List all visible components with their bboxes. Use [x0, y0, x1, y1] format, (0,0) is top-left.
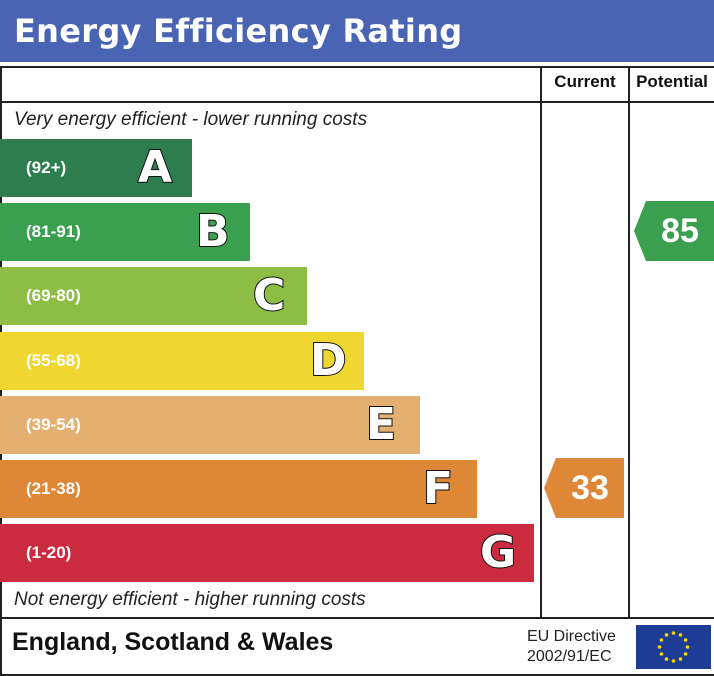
star-icon	[671, 659, 676, 663]
star-icon	[683, 638, 688, 642]
band-range-label: (81-91)	[26, 222, 81, 241]
directive-line-1: EU Directive	[527, 628, 616, 645]
current-rating: 33	[544, 458, 624, 518]
band-letter: G	[479, 526, 517, 579]
band-letter: C	[252, 269, 286, 322]
potential-rating: 85	[634, 201, 714, 261]
header-row-divider	[0, 101, 714, 103]
band-letter: D	[309, 334, 348, 387]
star-icon	[678, 657, 683, 661]
star-icon	[657, 645, 662, 649]
band-letter: F	[422, 462, 454, 515]
caption-top: Very energy efficient - lower running co…	[14, 109, 368, 130]
star-icon	[659, 652, 664, 656]
band-c: (69-80) C	[0, 267, 307, 325]
band-letter: A	[137, 141, 173, 194]
region-label: England, Scotland & Wales	[12, 628, 334, 656]
band-range-label: (21-38)	[26, 479, 81, 498]
star-icon	[659, 638, 664, 642]
potential-rating-value: 85	[661, 212, 699, 250]
band-range-label: (69-80)	[26, 286, 81, 305]
eu-stars-icon	[657, 631, 690, 663]
star-icon	[678, 633, 683, 637]
footer-divider	[0, 617, 714, 619]
column-divider-current	[540, 66, 542, 618]
potential-rating-shape	[634, 201, 714, 261]
band-range-label: (1-20)	[26, 543, 72, 562]
current-rating-value: 33	[571, 469, 609, 507]
eu-directive: EU Directive 2002/91/EC	[527, 627, 616, 667]
band-range-label: (92+)	[26, 158, 67, 177]
directive-line-2: 2002/91/EC	[527, 648, 612, 665]
band-f: (21-38) F	[0, 460, 477, 518]
band-a: (92+) A	[0, 139, 192, 197]
star-icon	[685, 645, 690, 649]
band-d: (55-68) D	[0, 332, 364, 390]
current-rating-shape	[544, 458, 624, 518]
column-header-current: Current	[554, 72, 616, 91]
band-range-label: (39-54)	[26, 415, 81, 434]
star-icon	[683, 652, 688, 656]
band-g: (1-20) G	[0, 524, 534, 582]
band-b: (81-91) B	[0, 203, 250, 261]
page-title: Energy Efficiency Rating	[14, 12, 463, 50]
band-range-label: (55-68)	[26, 351, 81, 370]
column-header-potential: Potential	[636, 72, 708, 91]
current-rating-arrow-icon	[544, 458, 624, 518]
star-icon	[664, 657, 669, 661]
header-bar: Energy Efficiency Rating	[0, 0, 714, 62]
band-letter: E	[365, 398, 397, 451]
star-icon	[671, 631, 676, 635]
band-e: (39-54) E	[0, 396, 420, 454]
column-divider-potential	[628, 66, 630, 618]
band-letter: B	[195, 205, 231, 258]
star-icon	[664, 633, 669, 637]
potential-rating-arrow-icon	[634, 201, 714, 261]
eu-flag-icon	[636, 625, 711, 669]
caption-bottom: Not energy efficient - higher running co…	[14, 589, 366, 610]
